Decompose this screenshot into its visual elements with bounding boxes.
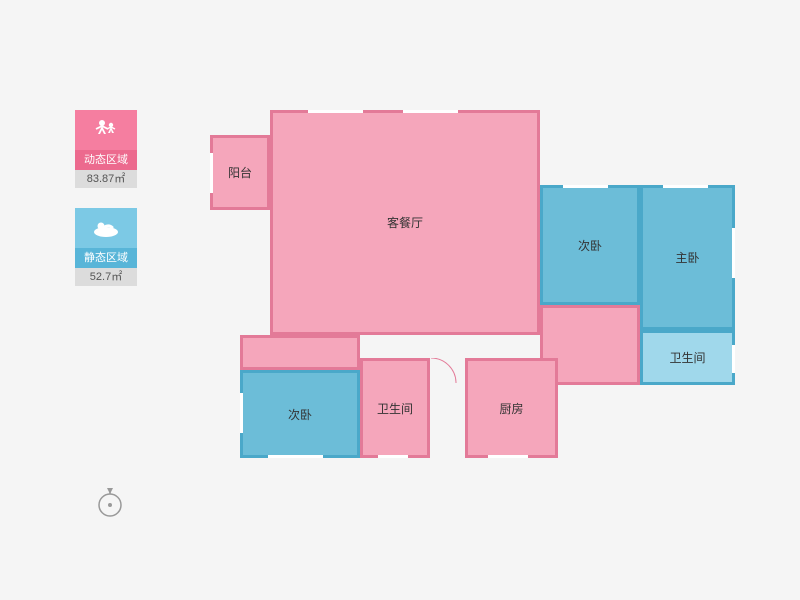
legend-dynamic: 动态区域 83.87㎡ xyxy=(75,110,137,188)
room-label: 客餐厅 xyxy=(387,214,423,231)
static-zone-label: 静态区域 xyxy=(75,248,137,268)
room-label: 卫生间 xyxy=(377,400,413,417)
room-bath2: 卫生间 xyxy=(640,330,735,385)
room-label: 次卧 xyxy=(578,237,602,254)
room-balcony: 阳台 xyxy=(210,135,270,210)
compass-icon xyxy=(95,485,125,520)
dynamic-zone-value: 83.87㎡ xyxy=(75,170,137,188)
room-bath1: 卫生间 xyxy=(360,358,430,458)
room-living: 客餐厅 xyxy=(270,110,540,335)
dynamic-zone-label: 动态区域 xyxy=(75,150,137,170)
room-label: 次卧 xyxy=(288,406,312,423)
room-label: 阳台 xyxy=(228,164,252,181)
room-sec-bed-right: 次卧 xyxy=(540,185,640,305)
room-hall-left xyxy=(240,335,360,370)
room-label: 厨房 xyxy=(499,400,523,417)
room-label: 卫生间 xyxy=(669,349,705,366)
room-label: 主卧 xyxy=(675,249,699,266)
floorplan: 阳台 客餐厅 次卧 主卧 卫生间 厨房 卫生间 次卧 xyxy=(195,110,735,460)
static-zone-value: 52.7㎡ xyxy=(75,268,137,286)
legend-panel: 动态区域 83.87㎡ 静态区域 52.7㎡ xyxy=(75,110,137,306)
room-master-bed: 主卧 xyxy=(640,185,735,330)
door-arc-1 xyxy=(431,358,465,383)
dynamic-zone-icon xyxy=(75,110,137,150)
room-sec-bed-left: 次卧 xyxy=(240,370,360,458)
static-zone-icon xyxy=(75,208,137,248)
legend-static: 静态区域 52.7㎡ xyxy=(75,208,137,286)
room-kitchen: 厨房 xyxy=(465,358,558,458)
